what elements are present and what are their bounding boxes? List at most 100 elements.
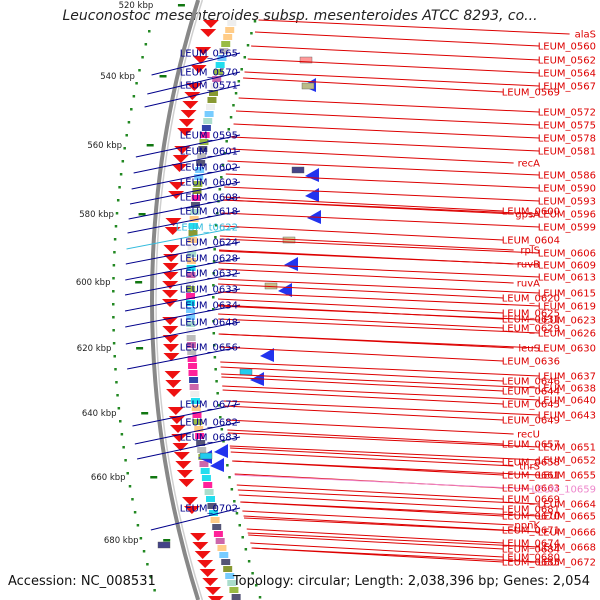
gene-label-right: LEUM_0685	[502, 558, 560, 569]
gc-dot	[218, 188, 222, 191]
gene-connector-right	[243, 77, 504, 93]
feature-block	[189, 377, 199, 383]
feature-block	[186, 286, 196, 292]
gene-label-left: LEUM_0682	[180, 418, 238, 429]
gc-dot	[240, 68, 243, 71]
gc-skew-dot	[112, 264, 116, 267]
gene-arrow	[164, 371, 181, 379]
gene-arrow	[202, 20, 219, 28]
gene-connector-left	[128, 196, 241, 220]
gene-connector-right	[219, 238, 540, 254]
gc-dot	[215, 380, 218, 383]
gene-arrow	[200, 29, 217, 37]
gc-skew-dot	[115, 381, 118, 384]
gc-skew-dot	[126, 472, 129, 475]
gene-arrow	[199, 569, 216, 577]
gene-label-right: LEUM_0637	[538, 372, 596, 383]
reverse-gene-arrow	[210, 458, 224, 472]
gc-skew-dot	[146, 563, 149, 566]
gene-label-right: LEUM_10659	[531, 485, 596, 496]
gene-arrow	[165, 218, 182, 226]
gene-arrow	[178, 479, 195, 487]
gene-label-left: LEUM_0628	[180, 254, 238, 265]
gene-arrow	[204, 587, 221, 595]
kbp-tick-mark	[163, 539, 171, 542]
gene-connector-left	[126, 226, 241, 250]
gene-connector-right	[226, 419, 514, 435]
gene-arrow	[166, 389, 183, 397]
gene-arrow	[186, 83, 203, 91]
gene-connector-right	[254, 31, 540, 47]
gc-dot	[216, 392, 219, 395]
gene-connector-right	[217, 298, 504, 314]
gc-skew-dot	[148, 30, 151, 33]
gc-dot	[238, 524, 241, 527]
gc-dot	[235, 512, 239, 515]
reverse-feature-block	[157, 541, 171, 549]
gene-connector-right	[234, 474, 534, 490]
feature-block	[225, 573, 235, 579]
gene-connector-left	[132, 403, 241, 427]
gene-label-left: LEUM_t0622	[176, 223, 238, 234]
gene-label-right: recU	[517, 430, 540, 441]
gene-label-left: LEUM_0595	[180, 131, 238, 142]
gene-connector-left	[127, 210, 241, 234]
feature-block	[210, 83, 220, 89]
gene-connector-right	[227, 432, 540, 448]
feature-block	[195, 167, 205, 173]
gene-label-right: LEUM_0615	[538, 289, 596, 300]
gene-connector-right	[227, 160, 540, 176]
gene-connector-right	[224, 186, 540, 202]
kbp-tick-label: 640 kbp	[82, 409, 117, 419]
gc-dot	[223, 152, 226, 155]
gene-connector-right	[230, 451, 514, 467]
reverse-feature-block	[301, 82, 315, 90]
feature-block	[187, 251, 197, 257]
gene-connector-right	[220, 366, 504, 382]
gc-dot	[228, 476, 231, 479]
gene-label-right: LEUM_0593	[538, 197, 596, 208]
gene-label-left: LEUM_0677	[180, 400, 238, 411]
gc-dot	[246, 44, 250, 47]
gene-arrow	[172, 155, 189, 163]
gc-skew-dot	[149, 576, 153, 579]
gc-dot	[212, 320, 215, 323]
gene-label-right: LEUM_0644	[502, 387, 560, 398]
gene-connector-right	[233, 123, 540, 139]
feature-block	[189, 384, 199, 390]
feature-block	[197, 447, 207, 453]
gene-label-right: LEUM_0655	[538, 471, 596, 482]
gene-arrow	[162, 335, 179, 343]
feature-block	[186, 335, 196, 341]
gene-arrow	[163, 353, 180, 361]
gene-connector-right	[217, 291, 540, 307]
gene-connector-right	[229, 148, 514, 164]
reverse-feature-block	[239, 368, 253, 376]
gc-dot	[216, 212, 219, 215]
gene-label-left: LEUM_0683	[180, 433, 238, 444]
gc-skew-dot	[112, 342, 116, 345]
backbone-ring	[150, 0, 201, 600]
feature-block	[186, 258, 196, 264]
gene-label-right: LEUM_0658	[502, 458, 560, 469]
gene-connector-right	[219, 346, 504, 362]
gene-connector-right	[218, 278, 540, 294]
gene-label-right: LEUM_0629	[502, 324, 560, 335]
feature-block	[191, 405, 201, 411]
feature-block	[189, 216, 199, 222]
gene-connector-left	[133, 150, 241, 174]
gene-arrow	[172, 443, 189, 451]
gc-dot	[254, 584, 258, 587]
gene-label-right: LEUM_0581	[538, 147, 596, 158]
gc-dot	[225, 140, 228, 143]
gene-label-right: LEUM_0664	[538, 500, 596, 511]
feature-block	[196, 160, 206, 166]
gene-label-right: LEUM_0596	[538, 210, 596, 221]
gc-dot	[212, 308, 215, 311]
gc-dot	[253, 20, 257, 23]
feature-block	[217, 545, 227, 551]
gene-connector-left	[147, 71, 241, 95]
gc-dot	[220, 176, 223, 179]
feature-block	[186, 321, 196, 327]
gene-label-right: LEUM_0640	[538, 396, 596, 407]
